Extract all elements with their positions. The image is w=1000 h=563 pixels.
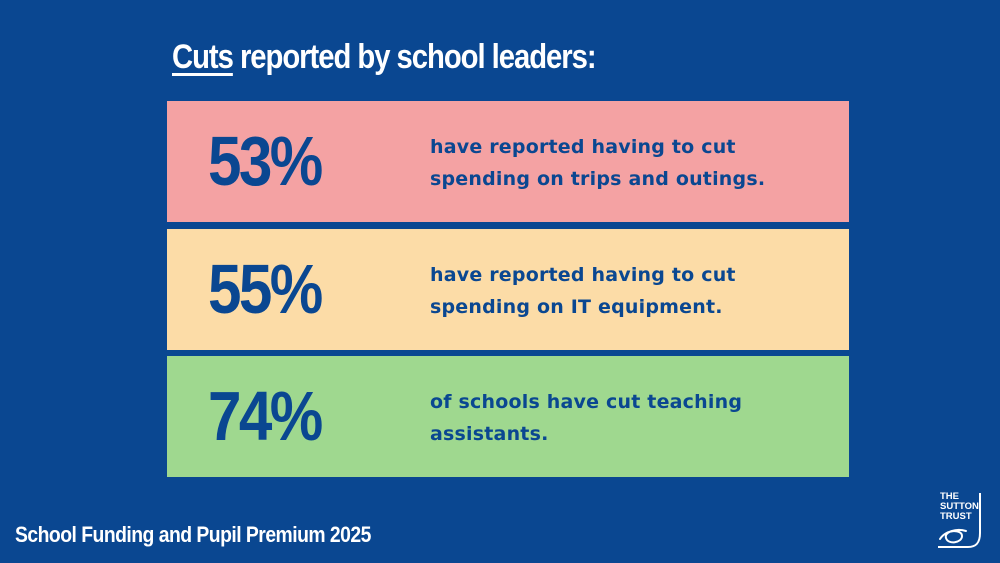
headline-emphasis: Cuts <box>172 38 234 76</box>
stat-description: of schools have cut teaching assistants. <box>430 386 830 450</box>
logo-line-sutton: SUTTON <box>940 501 979 512</box>
headline-rest: reported by school leaders: <box>232 38 597 76</box>
stat-percent: 53% <box>208 122 323 200</box>
logo-swirl <box>939 528 967 544</box>
stat-description-line: spending on IT equipment. <box>430 296 723 318</box>
stat-description-line: assistants. <box>430 423 549 445</box>
stat-description-line: have reported having to cut <box>430 264 736 286</box>
stat-description-line: of schools have cut teaching <box>430 391 743 413</box>
stat-description-line: have reported having to cut <box>430 136 736 158</box>
logo-line-trust: TRUST <box>940 511 972 522</box>
logo-frame <box>938 493 981 548</box>
stat-panel-teaching-assistants: 74% of schools have cut teaching assista… <box>167 356 849 477</box>
stat-description: have reported having to cut spending on … <box>430 131 830 195</box>
stat-panel-trips: 53% have reported having to cut spending… <box>167 101 849 222</box>
stat-percent: 74% <box>208 377 323 455</box>
stat-description: have reported having to cut spending on … <box>430 259 830 323</box>
headline: Cuts reported by school leaders: <box>172 38 597 77</box>
stat-percent: 55% <box>208 250 323 328</box>
report-title: School Funding and Pupil Premium 2025 <box>15 522 371 547</box>
stat-panel-it-equipment: 55% have reported having to cut spending… <box>167 229 849 350</box>
sutton-trust-logo: THE SUTTON TRUST <box>938 491 981 548</box>
stat-description-line: spending on trips and outings. <box>430 168 766 190</box>
logo-line-the: THE <box>940 491 959 502</box>
